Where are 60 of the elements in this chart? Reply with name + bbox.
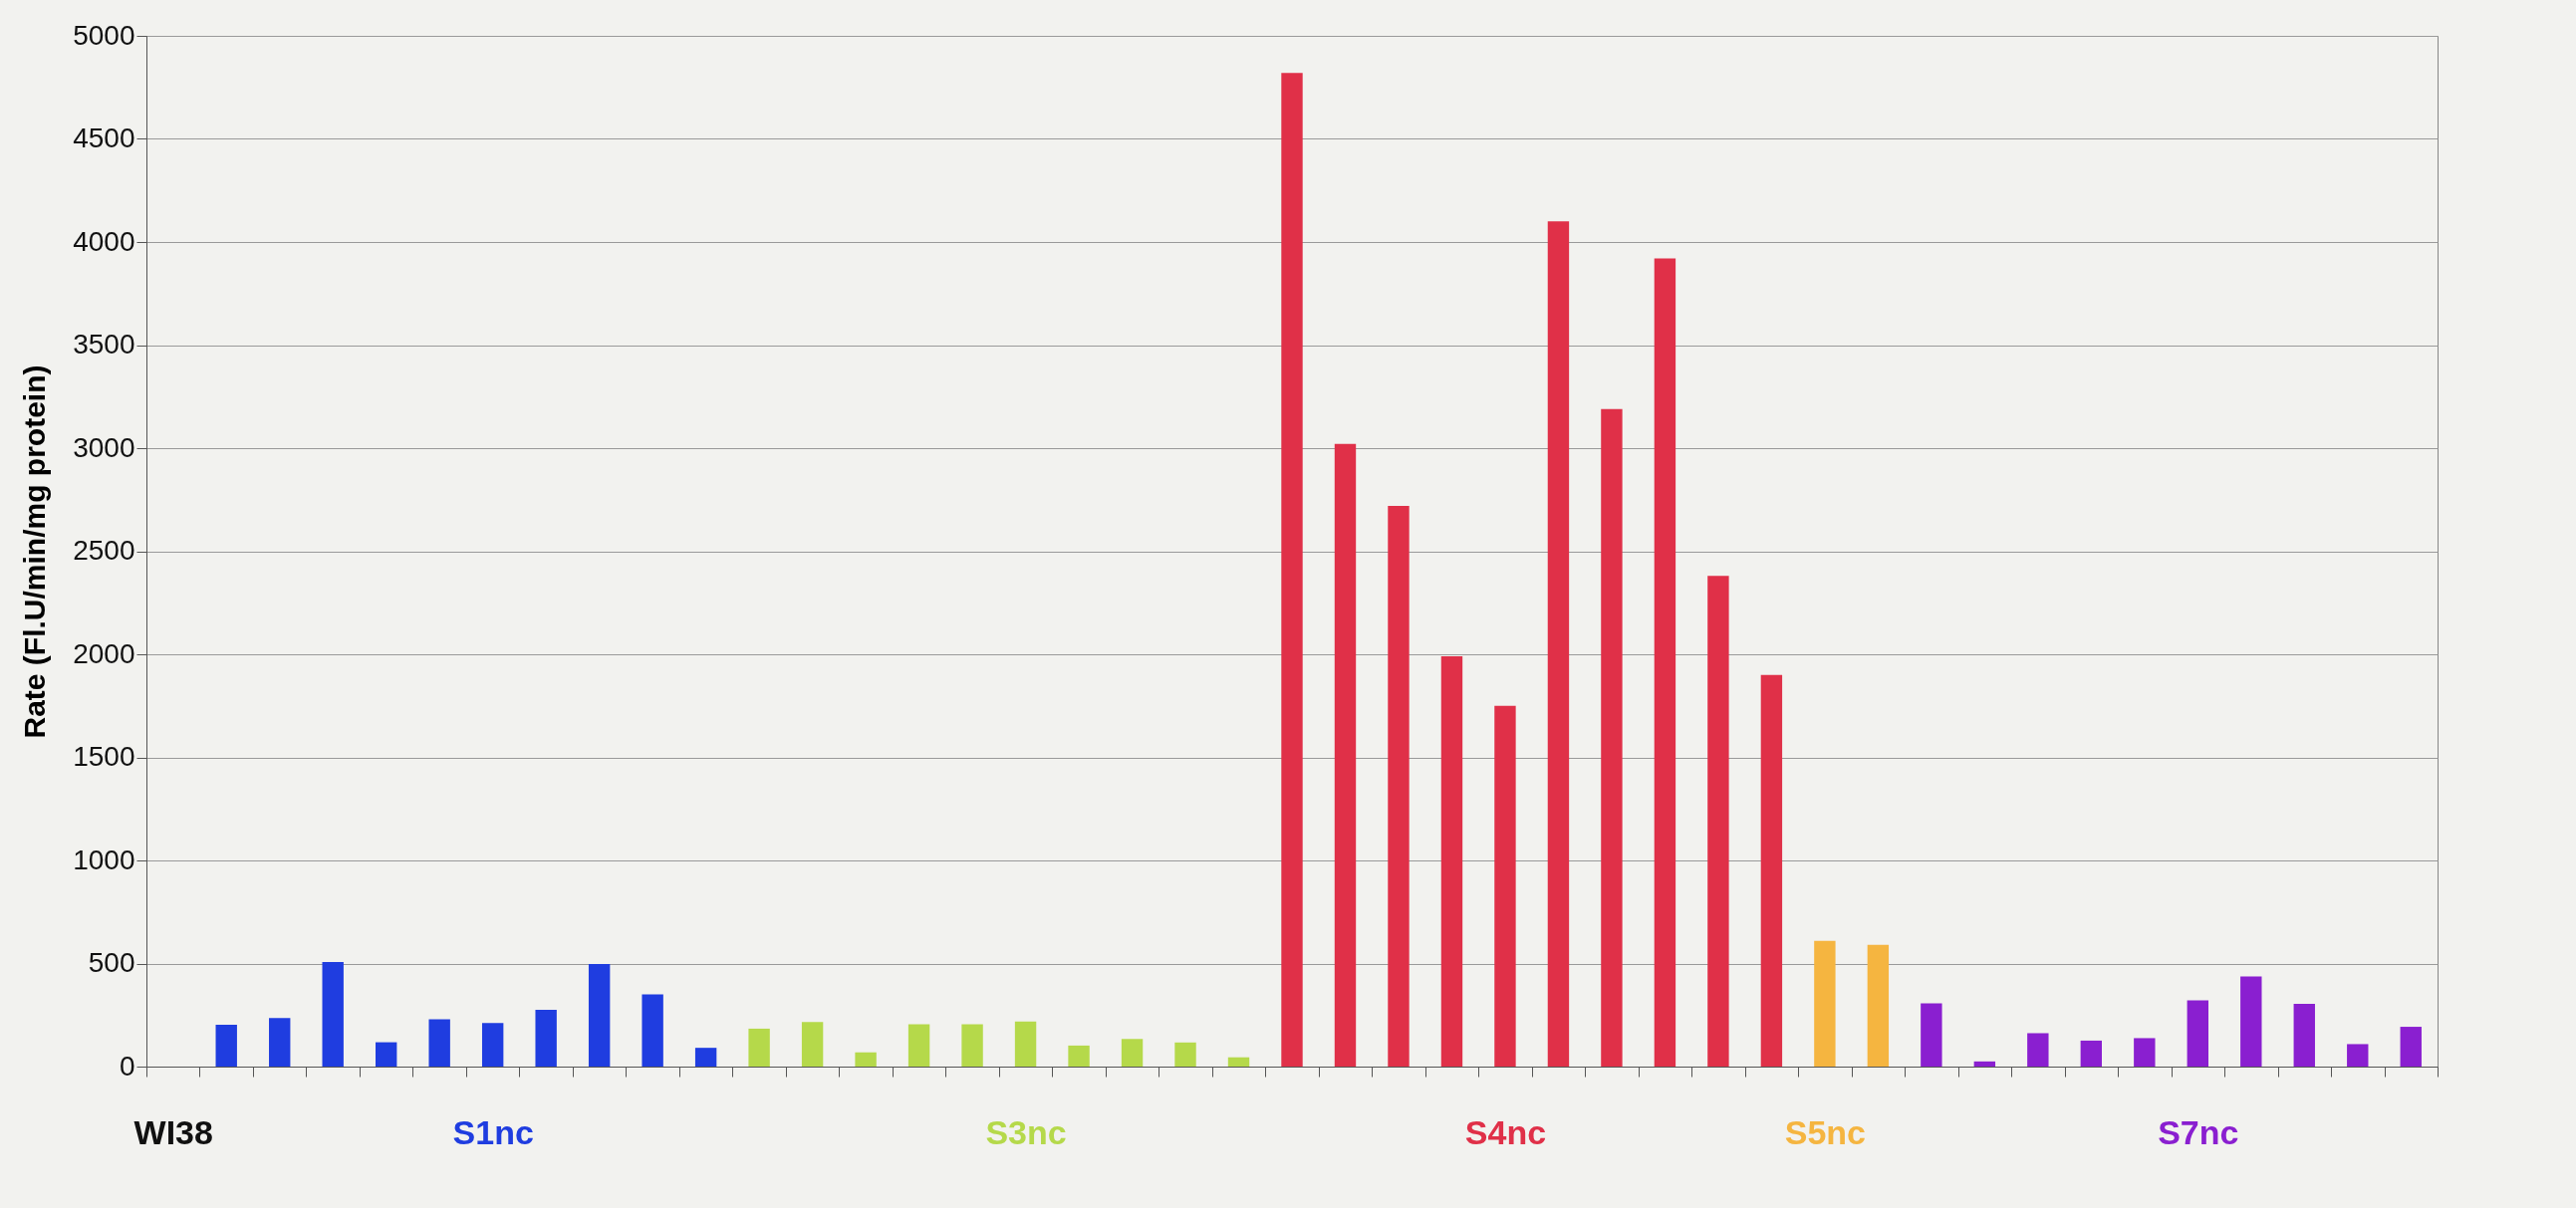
- bar: [855, 1052, 877, 1067]
- x-tick-label: S3nc: [985, 1112, 1067, 1151]
- x-tick-label: S1nc: [452, 1112, 534, 1151]
- x-tick-label: S5nc: [1784, 1112, 1867, 1151]
- bar: [748, 1028, 770, 1067]
- bar: [801, 1022, 824, 1067]
- y-tick-label: 2000: [73, 637, 135, 669]
- bar: [322, 962, 344, 1067]
- bar: [907, 1024, 930, 1067]
- bar: [961, 1024, 983, 1067]
- bar: [1867, 944, 1890, 1067]
- bar: [2293, 1004, 2315, 1067]
- bar: [1760, 674, 1783, 1067]
- y-tick-label: 500: [88, 947, 135, 978]
- bar: [1921, 1003, 1942, 1067]
- y-tick-label: 3500: [73, 329, 135, 360]
- bar: [428, 1019, 450, 1067]
- bar: [1654, 258, 1676, 1067]
- x-tick-label: S7nc: [2158, 1112, 2239, 1151]
- bar: [2240, 976, 2262, 1067]
- bar: [1068, 1045, 1090, 1067]
- y-tick-label: 1000: [73, 844, 135, 875]
- bar: [1014, 1021, 1037, 1067]
- bar: [1388, 505, 1410, 1067]
- bar: [1601, 408, 1623, 1067]
- bar: [1494, 705, 1516, 1067]
- y-tick-label: 1500: [73, 741, 135, 772]
- bar: [1707, 576, 1729, 1067]
- bar: [269, 1018, 291, 1067]
- y-axis-title: Rate (Fl.U/min/mg protein): [18, 364, 52, 739]
- bar: [535, 1010, 557, 1067]
- y-tick-label: 4500: [73, 122, 135, 153]
- bar: [1227, 1057, 1250, 1067]
- y-tick-label: 4000: [73, 225, 135, 257]
- bar: [2347, 1044, 2369, 1067]
- y-tick-label: 0: [119, 1050, 135, 1082]
- y-tick-label: 3000: [73, 431, 135, 463]
- bar: [1547, 221, 1570, 1067]
- bar: [2187, 1000, 2208, 1067]
- bar: [1973, 1061, 1996, 1067]
- bar: [2080, 1040, 2103, 1067]
- y-tick-label: 2500: [73, 535, 135, 566]
- bar: [376, 1042, 397, 1067]
- bar: [2400, 1027, 2422, 1067]
- x-tick-label: WI38: [133, 1112, 213, 1151]
- bar: [1814, 940, 1836, 1067]
- bar: [588, 964, 611, 1067]
- bar: [2134, 1038, 2156, 1067]
- bar: [1121, 1039, 1144, 1067]
- bar: [694, 1048, 717, 1067]
- bar: [1334, 443, 1357, 1067]
- bar: [1281, 73, 1303, 1067]
- x-tick-label: S4nc: [1464, 1112, 1547, 1151]
- bar: [481, 1023, 504, 1067]
- bar: [1174, 1042, 1196, 1067]
- y-tick-label: 5000: [73, 19, 135, 51]
- bar: [215, 1024, 237, 1067]
- bar: [642, 994, 663, 1067]
- bar: [1440, 656, 1463, 1067]
- bar: [2027, 1033, 2049, 1067]
